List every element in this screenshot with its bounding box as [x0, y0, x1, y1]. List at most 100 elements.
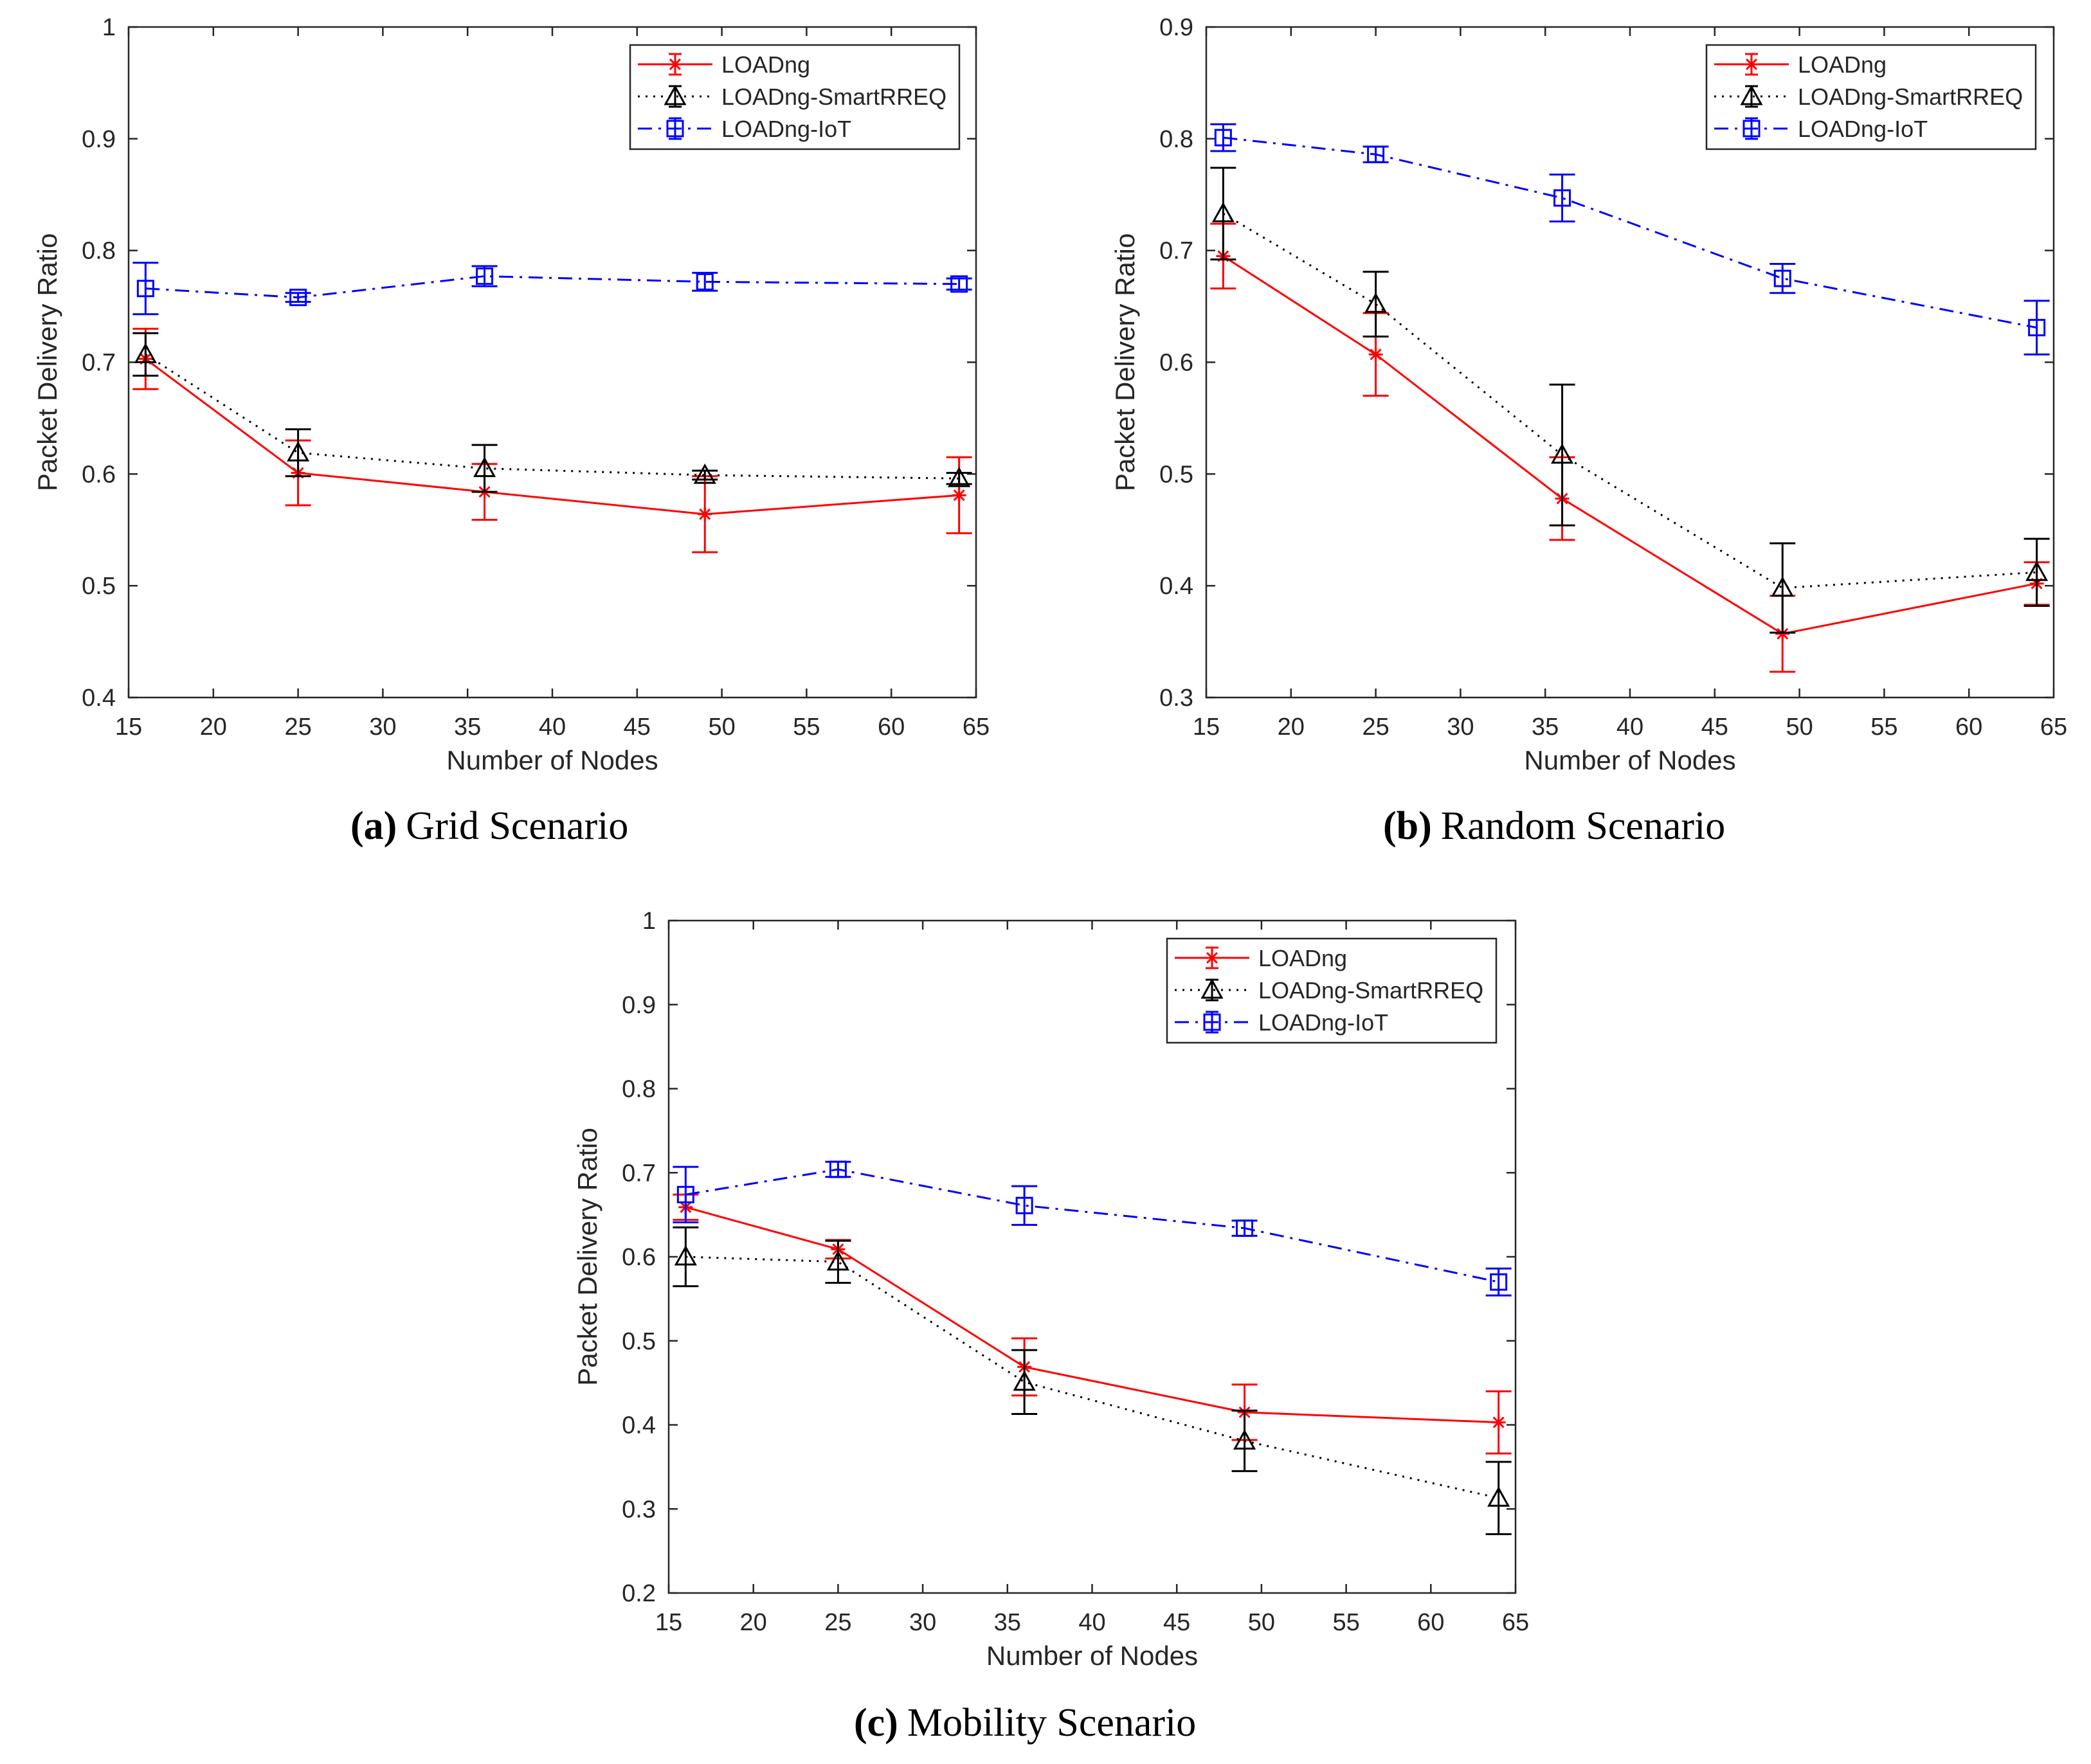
data-point — [476, 267, 494, 285]
x-tick-label: 30 — [1447, 714, 1474, 741]
x-tick-label: 25 — [1362, 714, 1389, 741]
error-bar — [1362, 271, 1389, 338]
legend-marker — [1742, 120, 1761, 138]
x-tick-label: 30 — [909, 1609, 936, 1636]
y-axis-label: Packet Delivery Ratio — [1110, 233, 1140, 491]
error-bar — [132, 332, 159, 377]
x-tick-label: 60 — [878, 714, 905, 741]
y-tick-label: 0.3 — [622, 1496, 656, 1523]
y-tick-label: 1 — [102, 14, 116, 41]
x-tick-label: 40 — [1616, 714, 1643, 741]
x-tick-label: 55 — [793, 714, 820, 741]
series-loadng-iot — [1210, 123, 2050, 356]
data-point — [950, 275, 968, 293]
data-point — [952, 488, 966, 503]
series-loadng-smartrreq — [132, 332, 972, 493]
error-bar — [1485, 1267, 1512, 1297]
data-point — [1490, 1273, 1508, 1291]
series-loadng-smartrreq — [1210, 166, 2050, 634]
caption-c-letter: (c) — [854, 1701, 898, 1745]
x-tick-label: 30 — [369, 714, 396, 741]
error-bar — [1011, 1349, 1038, 1415]
x-axis-label: Number of Nodes — [446, 745, 658, 775]
x-tick-label: 65 — [1502, 1609, 1529, 1636]
y-axis-label: Packet Delivery Ratio — [572, 1128, 602, 1385]
y-tick-label: 0.9 — [1159, 14, 1193, 41]
data-point — [1211, 202, 1235, 222]
x-tick-label: 60 — [1417, 1609, 1444, 1636]
chart-grid-scenario: 15 20 25 30 35 40 45 50 55 60 65 0.4 0.5 0.6 0.7 0.8 0.9… — [32, 14, 990, 775]
series-line — [1223, 136, 2037, 329]
y-tick-label: 0.5 — [622, 1328, 656, 1355]
x-tick-label: 65 — [963, 714, 990, 741]
x-tick-label: 50 — [708, 714, 735, 741]
data-point — [676, 1185, 694, 1203]
legend: LOADng LOADng-SmartRREQ LOADng-IoT — [1705, 44, 2037, 150]
x-tick-label: 60 — [1955, 714, 1982, 741]
x-tick-label: 50 — [1248, 1609, 1275, 1636]
legend: LOADng LOADng-SmartRREQ LOADng-IoT — [1166, 937, 1498, 1044]
y-tick-label: 0.8 — [82, 238, 116, 265]
x-tick-label: 20 — [200, 714, 227, 741]
data-point — [1771, 576, 1794, 597]
x-tick-label: 50 — [1786, 714, 1813, 741]
legend-marker — [1740, 84, 1763, 105]
y-tick-label: 0.6 — [622, 1244, 656, 1271]
y-tick-label: 0.4 — [622, 1412, 656, 1439]
error-bar — [471, 444, 498, 493]
x-tick-label: 20 — [1278, 714, 1305, 741]
caption-a-text: Grid Scenario — [406, 804, 628, 848]
error-bar — [673, 1226, 699, 1288]
data-point — [2025, 561, 2049, 581]
x-tick-label: 35 — [994, 1609, 1021, 1636]
x-tick-label: 25 — [284, 714, 311, 741]
caption-c: (c) Mobility Scenario — [854, 1701, 1196, 1745]
y-tick-label: 0.4 — [82, 685, 116, 712]
caption-a-letter: (a) — [350, 804, 397, 848]
legend-marker — [668, 57, 682, 71]
error-bar — [132, 262, 159, 316]
data-point — [1775, 626, 1790, 641]
data-point — [948, 467, 971, 487]
legend-marker — [1200, 978, 1224, 999]
data-point — [1236, 1220, 1254, 1238]
error-bar — [1770, 263, 1796, 294]
x-tick-label: 35 — [454, 714, 481, 741]
series-line — [685, 1168, 1499, 1283]
y-tick-label: 0.8 — [1159, 126, 1193, 153]
legend-label: LOADng-IoT — [1798, 116, 1928, 142]
x-tick-label: 45 — [624, 714, 651, 741]
data-point — [473, 456, 496, 478]
data-point — [287, 441, 310, 462]
legend-label: LOADng — [1798, 51, 1887, 78]
x-axis-label: Number of Nodes — [986, 1641, 1198, 1671]
y-tick-label: 0.5 — [82, 573, 116, 600]
error-bar — [1231, 1409, 1258, 1472]
y-tick-label: 0.4 — [1159, 573, 1193, 600]
y-tick-label: 0.7 — [1159, 238, 1193, 265]
legend-label: LOADng — [721, 51, 810, 78]
series-loadng-iot — [132, 262, 972, 316]
legend-label: LOADng-SmartRREQ — [721, 84, 946, 110]
legend-marker — [1744, 57, 1759, 71]
error-bar — [1549, 383, 1575, 526]
x-tick-label: 20 — [740, 1609, 767, 1636]
chart-mobility-scenario: 15 20 25 30 35 40 45 50 55 60 65 0.2 0.3 0.4 0.5 0.6 0.7… — [572, 908, 1529, 1671]
y-tick-label: 0.6 — [1159, 350, 1193, 377]
data-point — [1015, 1196, 1033, 1214]
data-point — [1491, 1415, 1506, 1430]
data-point — [1214, 129, 1232, 147]
x-tick-label: 40 — [539, 714, 566, 741]
y-tick-label: 0.2 — [622, 1580, 656, 1607]
y-tick-label: 1 — [642, 908, 656, 935]
y-tick-label: 0.9 — [622, 992, 656, 1019]
series-loadng-iot — [673, 1160, 1512, 1297]
legend-label: LOADng — [1258, 945, 1347, 971]
legend: LOADng LOADng-SmartRREQ LOADng-IoT — [629, 44, 961, 150]
error-bar — [2023, 537, 2050, 607]
data-point — [1013, 1370, 1036, 1391]
legend-label: LOADng-IoT — [1258, 1009, 1388, 1036]
legend-marker — [1203, 1013, 1221, 1031]
y-tick-label: 0.6 — [82, 461, 116, 488]
